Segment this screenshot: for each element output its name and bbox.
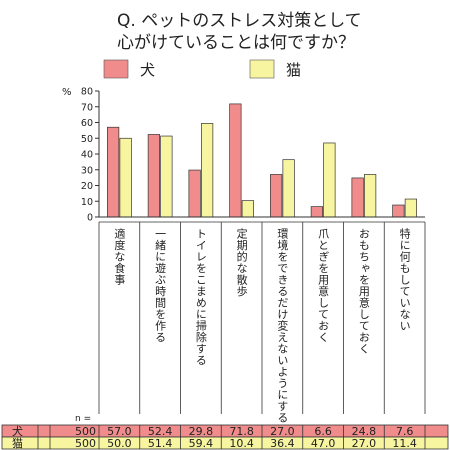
category-label-5: 爪とぎを用意しておく <box>317 228 330 343</box>
bar-dog-1 <box>147 134 160 218</box>
legend-label-cat: 猫 <box>286 61 301 79</box>
table-cell-value: 29.8 <box>189 425 214 438</box>
y-tick-label: 80 <box>81 87 93 98</box>
bar-dog-7 <box>392 204 405 218</box>
y-axis: 80 70 60 50 40 30 20 10 0 <box>81 87 100 224</box>
table-row-label: 犬 <box>12 424 23 438</box>
legend-label-dog: 犬 <box>140 61 155 79</box>
bar-dog-5 <box>310 206 323 218</box>
category-label-6: おもちゃを用意しておく <box>357 228 370 355</box>
table-cell-value: 71.8 <box>229 425 254 438</box>
table-row-label: 猫 <box>12 437 23 450</box>
y-tick-label: 30 <box>81 165 93 176</box>
table-cell-value: 6.6 <box>314 425 332 438</box>
y-tick-label: 60 <box>81 118 93 129</box>
y-tick-label: 70 <box>81 102 93 113</box>
bar-cat-3 <box>241 200 254 218</box>
table-cell-value: 59.4 <box>189 437 214 450</box>
bar-dog-0 <box>107 126 120 218</box>
bar-cat-0 <box>119 137 132 218</box>
table-cell-value: 11.4 <box>392 437 417 450</box>
table-row-dog <box>1 424 449 438</box>
table-cell-value: 24.8 <box>352 425 377 438</box>
y-tick-label: 0 <box>87 213 93 224</box>
chart-title-line-2: 心がけていることは何ですか？ <box>117 33 355 53</box>
table-row-cat <box>1 436 449 450</box>
table-cell-n: 500 <box>75 425 96 438</box>
table-cell-value: 51.4 <box>148 437 173 450</box>
table-cell-value: 36.4 <box>270 437 295 450</box>
y-tick-label: 20 <box>81 181 93 192</box>
bar-cat-6 <box>364 174 377 218</box>
table-cell-value: 7.6 <box>396 425 414 438</box>
table-cell-value: 57.0 <box>107 425 132 438</box>
bar-dog-6 <box>351 177 364 218</box>
bar-cat-4 <box>282 159 295 218</box>
category-label-0: 適度な食事 <box>113 227 126 286</box>
table-cell-value: 50.0 <box>107 437 132 450</box>
n-label: n = <box>75 414 91 424</box>
y-tick-label: 40 <box>81 150 93 161</box>
category-label-3: 定期的な散歩 <box>235 227 248 298</box>
table-cell-value: 27.0 <box>270 425 295 438</box>
chart-title-line-1: Q. ペットのストレス対策として <box>117 11 362 31</box>
bar-cat-1 <box>160 135 173 218</box>
category-label-1: 一緒に遊ぶ時間を作る <box>154 228 167 343</box>
table-cell-value: 10.4 <box>229 437 254 450</box>
data-table: n = 犬 500 57.0 52.4 29.8 71.8 27.0 6.6 24.8 7.6 猫 50… <box>1 414 449 450</box>
bar-cat-7 <box>404 198 417 218</box>
y-tick-label: 10 <box>81 197 93 208</box>
table-cell-value: 47.0 <box>311 437 336 450</box>
bar-cat-2 <box>201 123 214 218</box>
category-label-4: 環境をできるだけ変えないようにする <box>276 228 289 424</box>
legend-swatch-dog <box>103 59 129 79</box>
bars <box>99 103 425 218</box>
table-cell-value: 27.0 <box>352 437 377 450</box>
legend-swatch-cat <box>249 59 275 79</box>
bar-dog-2 <box>188 169 201 218</box>
y-tick-label: 50 <box>81 134 93 145</box>
category-labels: 適度な食事 一緒に遊ぶ時間を作る トイレをこまめに掃除する 定期的な散歩 環境をできるだ… <box>98 221 426 424</box>
bar-cat-5 <box>323 142 336 218</box>
table-cell-value: 52.4 <box>148 425 173 438</box>
table-cell-n: 500 <box>75 437 96 450</box>
y-axis-unit-label: % <box>62 87 72 98</box>
category-label-2: トイレをこまめに掃除する <box>194 228 207 366</box>
bar-dog-3 <box>229 103 242 218</box>
category-label-7: 特に何もしていない <box>398 227 411 332</box>
bar-dog-4 <box>270 174 283 218</box>
